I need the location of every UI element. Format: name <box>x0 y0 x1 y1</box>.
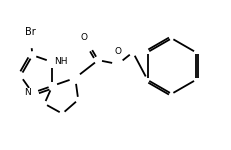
Text: N: N <box>24 88 30 97</box>
Text: O: O <box>80 33 87 42</box>
Text: Br: Br <box>25 27 36 37</box>
Text: NH: NH <box>54 57 68 66</box>
Text: O: O <box>114 47 121 56</box>
